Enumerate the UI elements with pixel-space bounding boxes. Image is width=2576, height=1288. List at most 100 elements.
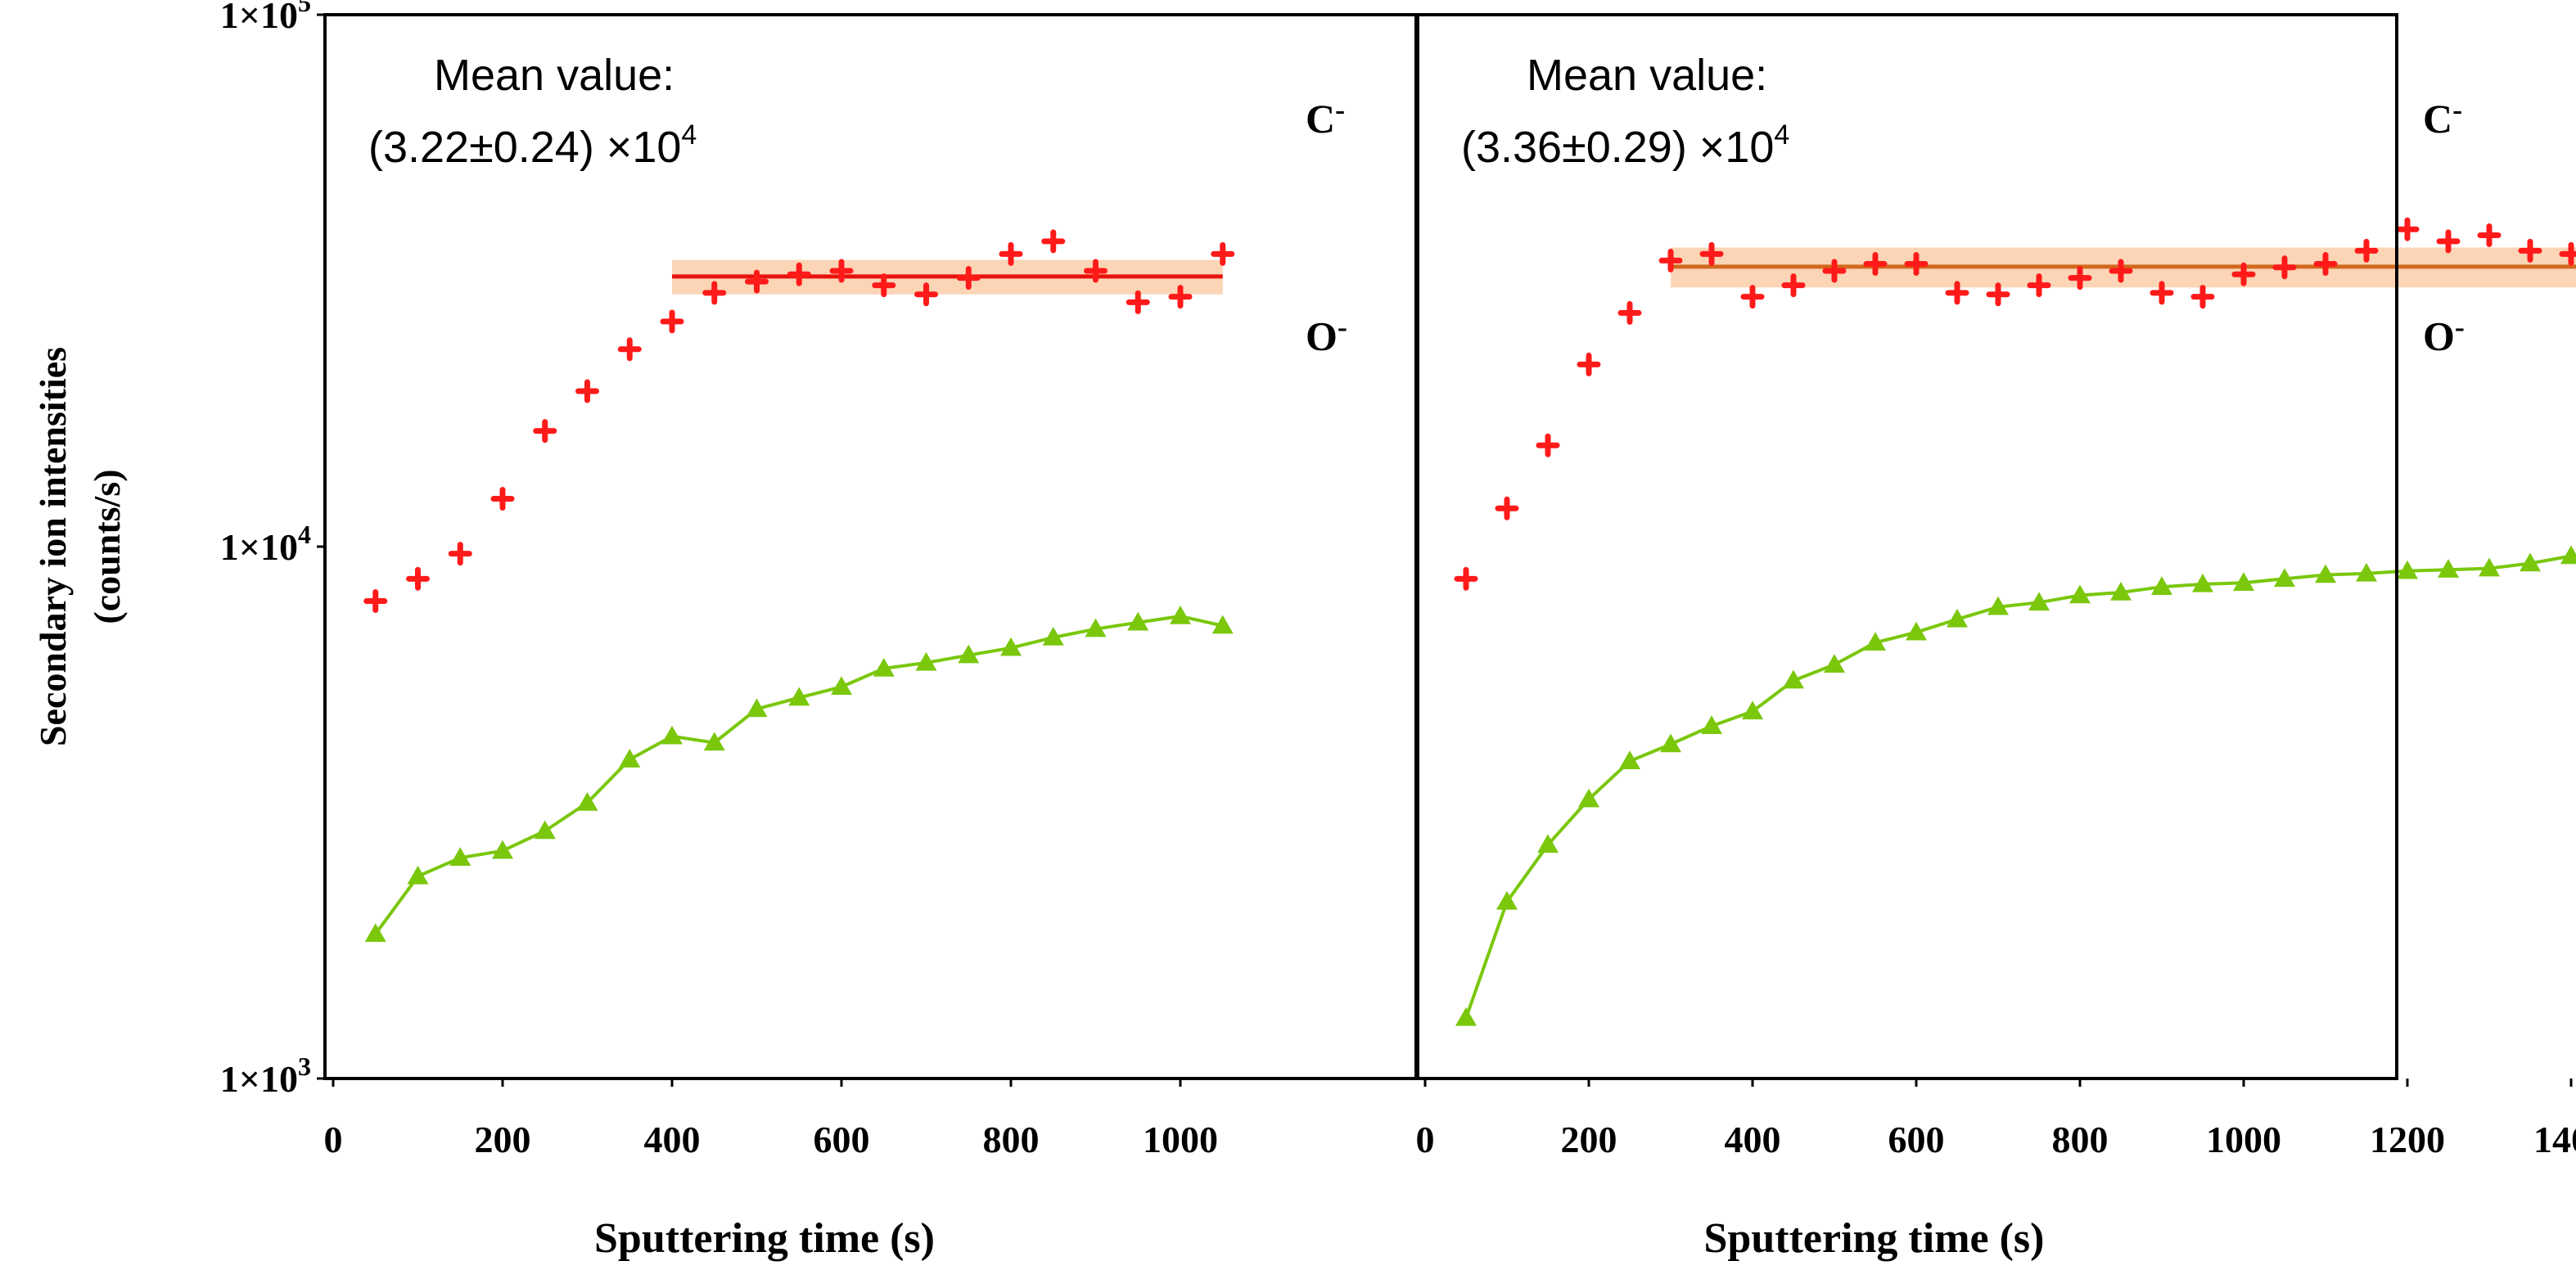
ion-symbol: O: [2423, 313, 2455, 358]
c-data-point: [1740, 285, 1765, 309]
x-axis-title: Sputtering time (s): [594, 1215, 935, 1262]
o-data-point: [1987, 596, 2009, 615]
o-ion-label: O-: [1306, 310, 1347, 358]
o-data-point: [534, 820, 556, 840]
c-data-point: [490, 487, 515, 511]
o-data-point: [1578, 788, 1599, 808]
o-data-point: [2356, 562, 2377, 582]
ion-charge: -: [1335, 93, 1345, 126]
c-data-point: [1041, 229, 1066, 254]
c-data-point: [2354, 238, 2379, 263]
ion-symbol: C: [1306, 96, 1335, 142]
x-axis-title: Sputtering time (s): [1704, 1215, 2045, 1262]
o-data-point: [2397, 560, 2418, 579]
c-data-point: [363, 589, 388, 614]
c-data-point: [2231, 262, 2256, 286]
c-data-point: [1495, 496, 1519, 520]
o-data-point: [492, 840, 513, 859]
x-tick-label: 0: [1416, 1119, 1435, 1160]
c-data-point: [1126, 290, 1150, 314]
c-data-point: [872, 273, 896, 298]
x-tick-label: 400: [644, 1119, 701, 1160]
y-tick-exponent: 3: [298, 1052, 311, 1081]
o-data-point: [746, 698, 768, 718]
o-data-point: [2151, 576, 2172, 595]
o-data-point: [1701, 715, 1722, 734]
c-data-point: [787, 262, 811, 286]
o-data-point: [364, 923, 386, 943]
mean-value-number: (3.36±0.29) ×10: [1461, 123, 1774, 172]
o-ion-label: O-: [2423, 310, 2465, 358]
c-data-point: [1168, 285, 1193, 309]
c-data-point: [660, 309, 684, 334]
c-data-point: [1577, 352, 1601, 376]
c-data-point: [2518, 238, 2542, 263]
o-data-point: [1906, 621, 1927, 641]
o-data-point: [703, 732, 725, 751]
c-data-point: [2313, 252, 2338, 277]
mean-value-exponent: 4: [681, 119, 697, 151]
o-data-point: [2110, 582, 2132, 601]
c-data-point: [2068, 266, 2092, 290]
o-data-point: [1170, 605, 1191, 624]
o-data-point: [1947, 608, 1968, 628]
x-tick-label: 0: [324, 1119, 343, 1160]
series-markers: [363, 217, 2576, 1026]
c-data-point: [1863, 252, 1888, 277]
mean-value-number: (3.22±0.24) ×10: [368, 123, 681, 172]
c-data-point: [2150, 281, 2174, 305]
y-tick-base: 1×10: [220, 526, 298, 568]
y-tick-label: 1×103: [220, 1052, 311, 1100]
o-data-point: [407, 865, 429, 885]
y-axis-title-line: (counts/s): [86, 469, 128, 624]
x-tick-label: 200: [475, 1119, 531, 1160]
o-data-point: [831, 676, 852, 696]
c-data-point: [829, 259, 854, 283]
x-tick-label: 1000: [2206, 1119, 2281, 1160]
ion-symbol: O: [1306, 313, 1338, 358]
x-tick-label: 1000: [1143, 1119, 1218, 1160]
o-data-point: [958, 644, 980, 664]
mean-value-text: (3.36±0.29) ×104: [1461, 119, 1789, 172]
c-ion-label: C-: [1306, 93, 1345, 142]
mean-bands: [672, 247, 2576, 295]
x-tick-label: 600: [1888, 1119, 1945, 1160]
y-tick-exponent: 4: [298, 520, 311, 549]
y-axis-title: Secondary ion intensities (counts/s): [32, 347, 128, 746]
o-data-point: [1127, 611, 1149, 631]
o-data-point: [2479, 557, 2500, 577]
c-data-point: [1699, 241, 1724, 266]
c-data-point: [2190, 285, 2215, 309]
x-tick-label: 1200: [2370, 1119, 2445, 1160]
o-data-point: [661, 725, 683, 745]
o-data-point: [576, 791, 598, 811]
o-data-point: [1660, 733, 1681, 753]
o-data-point: [1085, 618, 1107, 637]
c-data-point: [1904, 252, 1929, 277]
c-data-point: [1211, 241, 1235, 266]
o-data-point: [2315, 564, 2336, 583]
c-data-point: [1781, 273, 1806, 298]
c-data-point: [1986, 282, 2010, 307]
o-data-point: [2520, 552, 2541, 572]
o-series-line: [374, 614, 1224, 935]
plot-frames: [317, 13, 2573, 1087]
c-data-point: [702, 281, 727, 305]
c-data-point: [2436, 229, 2461, 254]
c-ion-label: C-: [2423, 93, 2462, 142]
o-data-point: [1783, 669, 1804, 689]
c-data-point: [956, 266, 981, 290]
c-data-point: [406, 566, 430, 591]
c-data-point: [533, 419, 557, 444]
c-data-point: [617, 337, 642, 362]
c-data-point: [2109, 259, 2133, 283]
y-tick-label: 1×104: [220, 520, 311, 568]
x-tick-label: 800: [983, 1119, 1040, 1160]
o-data-point: [1496, 890, 1518, 910]
c-data-point: [575, 379, 599, 403]
plot-border: [323, 13, 2398, 1080]
c-data-point: [1658, 248, 1683, 272]
c-data-point: [2477, 223, 2502, 247]
x-tick-label: 1400: [2533, 1119, 2576, 1160]
